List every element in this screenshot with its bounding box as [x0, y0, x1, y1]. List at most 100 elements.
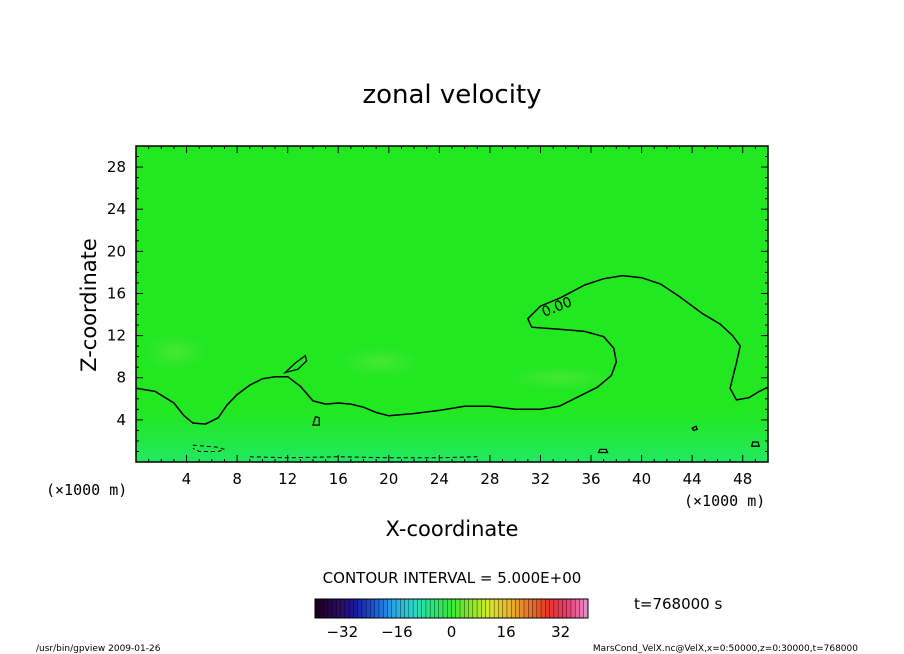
colorbar-swatch	[511, 599, 516, 618]
colorbar-swatch	[425, 599, 431, 618]
colorbar-swatch	[378, 599, 384, 618]
negative-contour	[249, 456, 478, 459]
x-tick-label: 40	[632, 470, 651, 488]
colorbar-swatch	[434, 599, 440, 618]
colorbar-swatch	[413, 599, 418, 618]
colorbar-frame	[314, 598, 589, 619]
x-tick-label: 16	[329, 470, 348, 488]
colorbar-swatch	[498, 599, 504, 618]
colorbar-swatch	[408, 599, 414, 618]
colorbar-swatch	[370, 599, 376, 618]
colorbar-swatch	[430, 599, 435, 618]
colorbar-swatch	[438, 599, 444, 618]
colorbar-swatch	[528, 599, 533, 618]
closed-contour	[282, 354, 308, 374]
x-tick-label: 36	[581, 470, 600, 488]
closed-contour	[312, 415, 320, 426]
colorbar-swatch	[391, 599, 397, 618]
closed-contour	[691, 425, 699, 432]
colorbar-swatch	[421, 599, 427, 618]
colorbar-swatch	[460, 599, 465, 618]
footer-left: /usr/bin/gpview 2009-01-26	[36, 644, 161, 654]
colorbar-swatch	[472, 599, 478, 618]
colorbar-swatch	[383, 599, 388, 618]
x-unit-label-left: (×1000 m)	[46, 481, 127, 499]
colorbar-swatch	[387, 599, 393, 618]
colorbar-swatch	[353, 599, 359, 618]
x-tick-label: 20	[379, 470, 398, 488]
colorbar-swatch	[506, 599, 512, 618]
colorbar-ticks: −32 −16 0 16 32	[326, 623, 570, 641]
colorbar-swatch	[536, 599, 542, 618]
field-shading-patch	[145, 334, 205, 370]
colorbar-swatch	[489, 599, 495, 618]
y-tick-label: 8	[116, 369, 126, 387]
y-axis: 4 8 12 16 20 24 28	[107, 156, 768, 452]
colorbar-swatch	[323, 599, 329, 618]
colorbar-tick-label: −16	[381, 623, 413, 641]
colorbar-swatch	[481, 599, 487, 618]
colorbar-swatch	[579, 599, 585, 618]
y-tick-label: 24	[107, 200, 126, 218]
colorbar-swatch	[583, 599, 589, 618]
footer-right: MarsCond_VelX.nc@VelX,x=0:50000,z=0:3000…	[593, 644, 858, 654]
contour-lines	[135, 274, 769, 459]
y-tick-label: 4	[116, 411, 126, 429]
colorbar-swatch	[558, 599, 563, 618]
y-tick-label: 16	[107, 284, 126, 302]
colorbar	[314, 598, 589, 619]
colorbar-swatch	[332, 599, 337, 618]
colorbar-swatch	[455, 599, 461, 618]
negative-contour	[192, 444, 227, 452]
colorbar-swatch	[485, 599, 491, 618]
x-unit-label-right: (×1000 m)	[684, 492, 765, 510]
x-tick-label: 48	[733, 470, 752, 488]
colorbar-swatch	[494, 599, 499, 618]
colorbar-tick-label: 0	[447, 623, 457, 641]
colorbar-swatch	[502, 599, 508, 618]
colorbar-swatch	[340, 599, 346, 618]
colorbar-swatch	[566, 599, 572, 618]
x-axis-label: X-coordinate	[386, 517, 519, 541]
colorbar-swatch	[553, 599, 559, 618]
x-tick-label: 4	[182, 470, 192, 488]
x-tick-label: 24	[430, 470, 449, 488]
colorbar-swatch	[545, 599, 551, 618]
time-label: t=768000 s	[634, 595, 722, 613]
colorbar-swatch	[357, 599, 363, 618]
colorbar-swatch	[468, 599, 474, 618]
x-tick-label: 28	[480, 470, 499, 488]
colorbar-swatch	[451, 599, 457, 618]
y-tick-label: 12	[107, 327, 126, 345]
closed-contour	[597, 448, 609, 454]
colorbar-swatch	[336, 599, 341, 618]
x-tick-label: 32	[531, 470, 550, 488]
colorbar-swatch	[464, 599, 469, 618]
colorbar-swatch	[319, 599, 324, 618]
colorbar-swatch	[404, 599, 410, 618]
colorbar-swatch	[447, 599, 452, 618]
colorbar-swatch	[366, 599, 371, 618]
velocity-field	[136, 146, 768, 462]
x-tick-label: 8	[232, 470, 242, 488]
colorbar-swatch	[442, 599, 448, 618]
colorbar-swatch	[349, 599, 354, 618]
colorbar-swatch	[374, 599, 380, 618]
colorbar-swatch	[361, 599, 367, 618]
field-shading-patch	[510, 366, 610, 390]
colorbar-swatch	[532, 599, 538, 618]
plot-area: 0.00	[135, 145, 769, 463]
colorbar-swatch	[400, 599, 405, 618]
colorbar-swatch	[477, 599, 482, 618]
chart-title: zonal velocity	[362, 80, 541, 110]
colorbar-tick-label: 16	[497, 623, 516, 641]
field-shading-patch	[340, 347, 420, 377]
y-tick-label: 28	[107, 158, 126, 176]
colorbar-swatch	[515, 599, 521, 618]
colorbar-swatch	[541, 599, 546, 618]
x-axis: 4 8 12 16 20 24 28 32 36 40 44 48	[148, 146, 756, 488]
zero-contour-line	[135, 274, 769, 425]
colorbar-swatch	[562, 599, 568, 618]
colorbar-swatch	[524, 599, 529, 618]
colorbar-swatch	[327, 599, 333, 618]
